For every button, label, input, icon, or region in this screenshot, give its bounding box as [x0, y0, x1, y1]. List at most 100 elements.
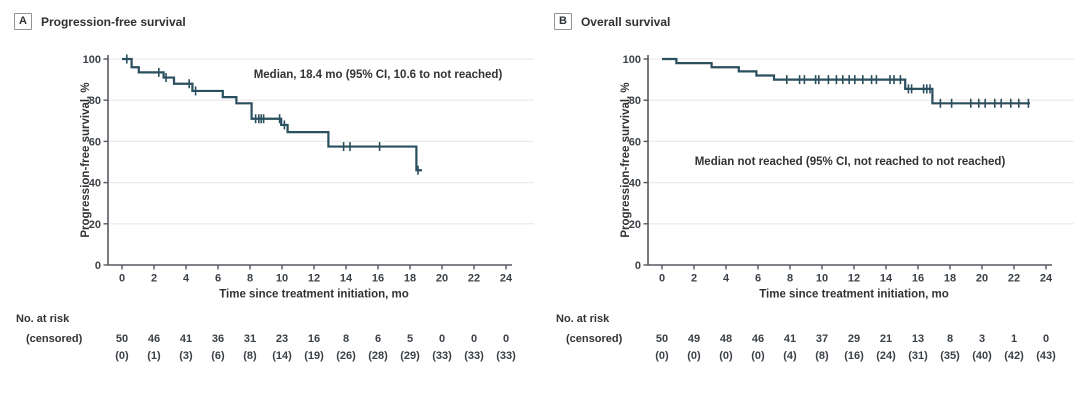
risk-at-risk-value: 0 — [1043, 333, 1049, 345]
x-tick-label: 0 — [119, 273, 125, 285]
risk-at-risk-value: 3 — [979, 333, 985, 345]
risk-at-risk-value: 29 — [848, 333, 860, 345]
risk-at-risk-value: 37 — [816, 333, 828, 345]
risk-at-risk-value: 23 — [276, 333, 288, 345]
risk-censored-value: (29) — [400, 350, 420, 362]
panel-b-label-box: B — [554, 13, 572, 30]
panel-a-header: A Progression-free survival — [14, 13, 186, 30]
risk-censored-value: (0) — [719, 350, 733, 362]
risk-at-risk-value: 8 — [947, 333, 953, 345]
x-tick-label: 18 — [404, 273, 416, 285]
risk-at-risk-value: 6 — [375, 333, 381, 345]
risk-table-label-line2: (censored) — [26, 333, 83, 345]
y-tick-label: 20 — [629, 219, 641, 231]
x-axis-title: Time since treatment initiation, mo — [219, 289, 409, 301]
risk-censored-value: (24) — [876, 350, 896, 362]
km-curve — [122, 57, 422, 172]
y-tick-label: 100 — [623, 54, 641, 66]
x-tick-label: 22 — [468, 273, 480, 285]
x-tick-label: 14 — [340, 273, 353, 285]
y-tick-label: 60 — [89, 136, 101, 148]
x-tick-label: 2 — [151, 273, 157, 285]
risk-censored-value: (14) — [272, 350, 292, 362]
risk-censored-value: (8) — [243, 350, 257, 362]
risk-table-label-line1: No. at risk — [556, 313, 610, 325]
x-tick-label: 6 — [755, 273, 761, 285]
risk-at-risk-value: 41 — [784, 333, 796, 345]
y-axis-title: Progression-free survival, % — [620, 82, 632, 237]
x-tick-label: 0 — [659, 273, 665, 285]
y-tick-label: 100 — [83, 54, 101, 66]
y-tick-label: 0 — [95, 260, 101, 272]
x-tick-label: 24 — [500, 273, 513, 285]
risk-table-label-line1: No. at risk — [16, 313, 70, 325]
risk-censored-value: (6) — [211, 350, 225, 362]
risk-at-risk-value: 0 — [471, 333, 477, 345]
risk-at-risk-value: 31 — [244, 333, 256, 345]
x-tick-label: 8 — [787, 273, 793, 285]
y-tick-label: 0 — [635, 260, 641, 272]
risk-censored-value: (8) — [815, 350, 829, 362]
risk-censored-value: (33) — [464, 350, 484, 362]
risk-censored-value: (4) — [783, 350, 797, 362]
x-tick-label: 8 — [247, 273, 253, 285]
risk-at-risk-value: 41 — [180, 333, 192, 345]
risk-censored-value: (0) — [687, 350, 701, 362]
risk-at-risk-value: 16 — [308, 333, 320, 345]
risk-censored-value: (33) — [496, 350, 516, 362]
x-tick-label: 10 — [816, 273, 828, 285]
median-annotation: Median not reached (95% CI, not reached … — [695, 156, 1006, 168]
x-tick-label: 18 — [944, 273, 956, 285]
risk-table-label-line2: (censored) — [566, 333, 623, 345]
risk-at-risk-value: 36 — [212, 333, 224, 345]
panel-a-label-box: A — [14, 13, 32, 30]
x-tick-label: 22 — [1008, 273, 1020, 285]
panel-b-title: Overall survival — [580, 14, 671, 29]
risk-at-risk-value: 0 — [503, 333, 509, 345]
risk-censored-value: (16) — [844, 350, 864, 362]
panel-a: A Progression-free survival 0 2 4 6 8 10 12 14 1… — [14, 13, 534, 362]
y-tick-label: 20 — [89, 219, 101, 231]
risk-censored-value: (0) — [115, 350, 129, 362]
risk-at-risk-value: 49 — [688, 333, 700, 345]
x-tick-label: 14 — [880, 273, 893, 285]
risk-censored-value: (28) — [368, 350, 388, 362]
y-axis-title: Progression-free survival, % — [80, 82, 92, 237]
risk-censored-value: (35) — [940, 350, 960, 362]
risk-at-risk-value: 0 — [439, 333, 445, 345]
risk-censored-value: (19) — [304, 350, 324, 362]
risk-at-risk-value: 8 — [343, 333, 349, 345]
risk-censored-value: (43) — [1036, 350, 1056, 362]
risk-censored-value: (3) — [179, 350, 193, 362]
panel-b-header: B Overall survival — [554, 13, 670, 30]
x-tick-label: 10 — [276, 273, 288, 285]
risk-at-risk-value: 1 — [1011, 333, 1017, 345]
x-axis-title: Time since treatment initiation, mo — [759, 289, 949, 301]
km-curve — [662, 57, 1030, 105]
panel-b: B Overall survival 0 2 4 6 8 10 12 14 16 18 20 22 24… — [540, 0, 1080, 400]
y-tick-label: 40 — [89, 178, 101, 190]
risk-at-risk-value: 5 — [407, 333, 413, 345]
x-tick-label: 4 — [723, 273, 730, 285]
risk-censored-value: (33) — [432, 350, 452, 362]
x-tick-label: 12 — [848, 273, 860, 285]
risk-at-risk-value: 21 — [880, 333, 892, 345]
risk-at-risk-value: 46 — [752, 333, 764, 345]
risk-censored-value: (40) — [972, 350, 992, 362]
y-tick-label: 60 — [629, 136, 641, 148]
risk-at-risk-value: 50 — [116, 333, 128, 345]
x-tick-label: 16 — [912, 273, 924, 285]
x-tick-label: 16 — [372, 273, 384, 285]
x-tick-label: 24 — [1040, 273, 1053, 285]
x-tick-label: 20 — [976, 273, 988, 285]
x-tick-label: 4 — [183, 273, 190, 285]
y-tick-label: 80 — [89, 95, 101, 107]
risk-at-risk-value: 13 — [912, 333, 924, 345]
risk-censored-value: (1) — [147, 350, 161, 362]
y-tick-label: 80 — [629, 95, 641, 107]
x-tick-label: 20 — [436, 273, 448, 285]
risk-at-risk-value: 48 — [720, 333, 732, 345]
